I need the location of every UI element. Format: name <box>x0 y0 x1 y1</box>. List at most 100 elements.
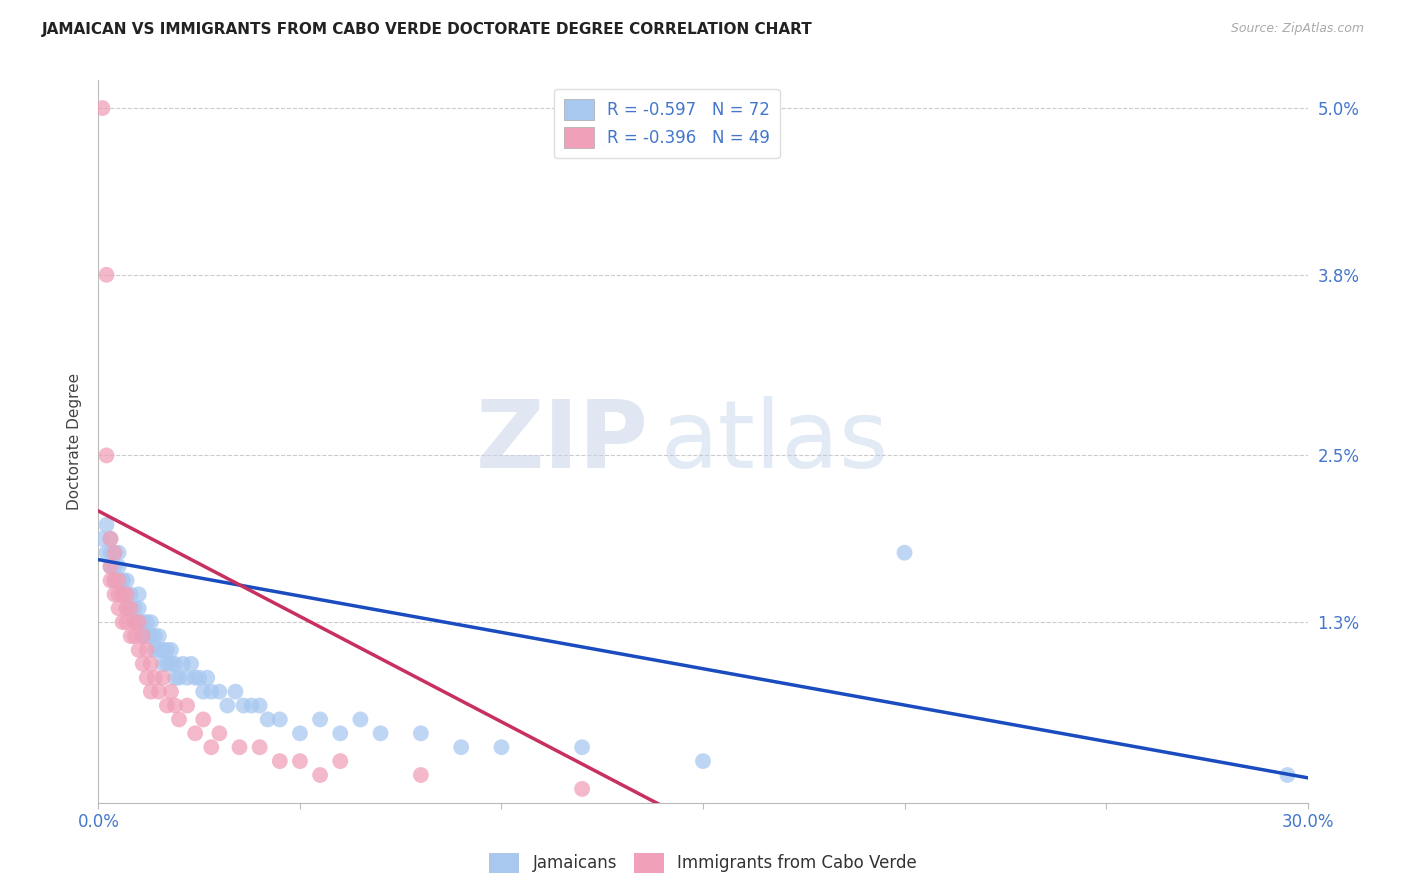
Point <box>100 574 122 588</box>
Point <box>184 671 207 685</box>
Point <box>232 698 254 713</box>
Point <box>115 587 138 601</box>
Point <box>160 643 183 657</box>
Point <box>143 671 166 685</box>
Point <box>152 643 174 657</box>
Point <box>160 684 183 698</box>
Text: JAMAICAN VS IMMIGRANTS FROM CABO VERDE DOCTORATE DEGREE CORRELATION CHART: JAMAICAN VS IMMIGRANTS FROM CABO VERDE D… <box>42 22 813 37</box>
Point <box>491 740 513 755</box>
Point <box>160 657 183 671</box>
Point <box>128 615 150 630</box>
Point <box>107 601 129 615</box>
Point <box>100 559 122 574</box>
Point <box>148 629 170 643</box>
Point <box>156 698 179 713</box>
Text: ZIP: ZIP <box>475 395 648 488</box>
Point <box>309 713 332 727</box>
Point <box>176 671 198 685</box>
Point <box>224 684 246 698</box>
Point <box>100 532 122 546</box>
Point <box>195 671 218 685</box>
Point <box>132 657 155 671</box>
Point <box>329 754 352 768</box>
Point <box>200 740 222 755</box>
Point <box>128 643 150 657</box>
Point <box>409 768 432 782</box>
Point <box>249 740 271 755</box>
Point <box>288 726 311 740</box>
Point <box>107 574 129 588</box>
Point <box>208 726 231 740</box>
Point <box>249 698 271 713</box>
Point <box>120 601 142 615</box>
Point <box>309 768 332 782</box>
Point <box>128 587 150 601</box>
Legend: R = -0.597   N = 72, R = -0.396   N = 49: R = -0.597 N = 72, R = -0.396 N = 49 <box>554 88 780 158</box>
Point <box>111 574 134 588</box>
Point <box>156 643 179 657</box>
Point <box>1277 768 1299 782</box>
Point <box>111 587 134 601</box>
Point <box>167 671 190 685</box>
Point <box>450 740 472 755</box>
Point <box>172 657 194 671</box>
Point <box>135 615 157 630</box>
Point <box>96 517 118 532</box>
Point <box>132 615 155 630</box>
Point <box>128 601 150 615</box>
Point <box>139 657 162 671</box>
Y-axis label: Doctorate Degree: Doctorate Degree <box>67 373 83 510</box>
Point <box>115 615 138 630</box>
Point <box>132 629 155 643</box>
Point <box>692 754 714 768</box>
Point <box>107 546 129 560</box>
Point <box>139 629 162 643</box>
Point <box>103 546 125 560</box>
Point <box>111 587 134 601</box>
Point <box>100 546 122 560</box>
Point <box>893 546 915 560</box>
Point <box>120 629 142 643</box>
Point <box>152 657 174 671</box>
Point <box>103 587 125 601</box>
Point <box>176 698 198 713</box>
Point <box>124 615 146 630</box>
Point <box>256 713 278 727</box>
Point <box>115 574 138 588</box>
Point <box>269 713 291 727</box>
Text: Source: ZipAtlas.com: Source: ZipAtlas.com <box>1230 22 1364 36</box>
Point <box>193 684 215 698</box>
Point <box>208 684 231 698</box>
Point <box>156 657 179 671</box>
Point <box>148 643 170 657</box>
Point <box>96 546 118 560</box>
Point <box>148 684 170 698</box>
Point <box>571 781 593 796</box>
Point <box>96 268 118 282</box>
Point <box>193 713 215 727</box>
Point <box>91 532 114 546</box>
Point <box>111 615 134 630</box>
Point <box>103 546 125 560</box>
Point <box>571 740 593 755</box>
Point <box>135 671 157 685</box>
Point <box>228 740 250 755</box>
Point <box>349 713 371 727</box>
Point <box>100 559 122 574</box>
Point <box>288 754 311 768</box>
Point <box>107 574 129 588</box>
Point <box>124 615 146 630</box>
Point <box>115 587 138 601</box>
Legend: Jamaicans, Immigrants from Cabo Verde: Jamaicans, Immigrants from Cabo Verde <box>482 847 924 880</box>
Point <box>111 574 134 588</box>
Point <box>180 657 202 671</box>
Point <box>152 671 174 685</box>
Point <box>269 754 291 768</box>
Point <box>103 559 125 574</box>
Point <box>139 615 162 630</box>
Point <box>184 726 207 740</box>
Point <box>103 574 125 588</box>
Point <box>163 698 186 713</box>
Point <box>139 684 162 698</box>
Point <box>103 574 125 588</box>
